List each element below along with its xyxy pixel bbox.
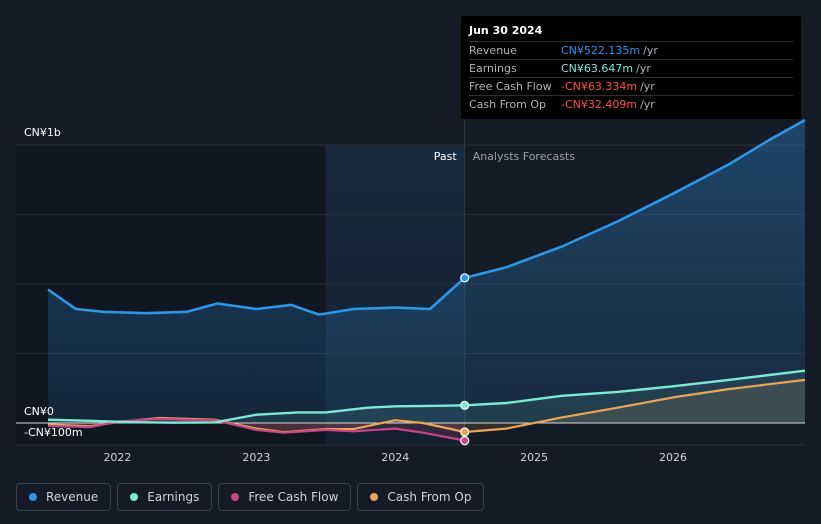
- revenue-line: [47, 118, 806, 316]
- x-tick-label: 2026: [659, 451, 687, 464]
- tooltip-label: Revenue: [469, 44, 517, 57]
- tooltip-row-earnings: Earnings CN¥63.647m /yr: [469, 61, 793, 78]
- x-tick-label: 2022: [103, 451, 131, 464]
- tooltip-value: CN¥522.135m: [561, 44, 641, 57]
- legend-label: Cash From Op: [387, 490, 472, 504]
- tooltip-label: Cash From Op: [469, 98, 547, 111]
- tooltip-label: Free Cash Flow: [469, 80, 552, 93]
- legend-item-revenue[interactable]: Revenue: [16, 483, 112, 511]
- revenue-marker: [460, 273, 470, 283]
- tooltip-label: Earnings: [469, 62, 517, 75]
- tooltip-unit: /yr: [640, 98, 655, 111]
- data-tooltip: Jun 30 2024 Revenue CN¥522.135m /yr Earn…: [461, 16, 801, 119]
- revenue-area: [48, 120, 805, 423]
- tooltip-value: -CN¥63.334m: [561, 80, 638, 93]
- tooltip-row-free-cash-flow: Free Cash Flow -CN¥63.334m /yr: [469, 79, 793, 96]
- forecast-label: Analysts Forecasts: [473, 150, 576, 163]
- legend-item-earnings[interactable]: Earnings: [117, 483, 213, 511]
- tooltip-date: Jun 30 2024: [469, 24, 793, 42]
- legend-item-free-cash-flow[interactable]: Free Cash Flow: [218, 483, 352, 511]
- legend-dot-icon: [130, 493, 139, 501]
- tooltip-value: -CN¥32.409m: [561, 98, 638, 111]
- y-label-bottom: -CN¥100m: [24, 426, 83, 439]
- legend-label: Free Cash Flow: [248, 490, 339, 504]
- financial-chart: CN¥1b CN¥0 -CN¥100m 2022 2023 2024 2025 2026 Pas…: [16, 16, 806, 464]
- legend-label: Earnings: [147, 490, 200, 504]
- cash-from-op-marker: [460, 427, 470, 437]
- y-label-zero: CN¥0: [24, 405, 54, 418]
- legend-dot-icon: [29, 493, 37, 501]
- legend-dot-icon: [370, 493, 379, 501]
- x-tick-label: 2025: [520, 451, 548, 464]
- x-tick-label: 2023: [242, 451, 270, 464]
- earnings-line: [47, 369, 806, 424]
- chart-legend: Revenue Earnings Free Cash Flow Cash Fro…: [16, 483, 485, 511]
- free-cash-flow-marker: [460, 435, 470, 446]
- cash-from-op-area: [48, 379, 805, 433]
- legend-dot-icon: [231, 493, 240, 501]
- tooltip-row-revenue: Revenue CN¥522.135m /yr: [469, 43, 793, 60]
- tooltip-unit: /yr: [640, 80, 655, 93]
- earnings-marker: [460, 400, 470, 410]
- x-tick-label: 2024: [381, 451, 409, 464]
- y-label-top: CN¥1b: [24, 126, 61, 139]
- tooltip-row-cash-from-op: Cash From Op -CN¥32.409m /yr: [469, 97, 793, 113]
- legend-label: Revenue: [46, 490, 99, 504]
- legend-item-cash-from-op[interactable]: Cash From Op: [357, 483, 485, 511]
- earnings-area: [48, 370, 805, 423]
- tooltip-unit: /yr: [643, 44, 658, 57]
- tooltip-unit: /yr: [636, 62, 651, 75]
- past-label: Past: [434, 150, 458, 163]
- tooltip-value: CN¥63.647m: [561, 62, 634, 75]
